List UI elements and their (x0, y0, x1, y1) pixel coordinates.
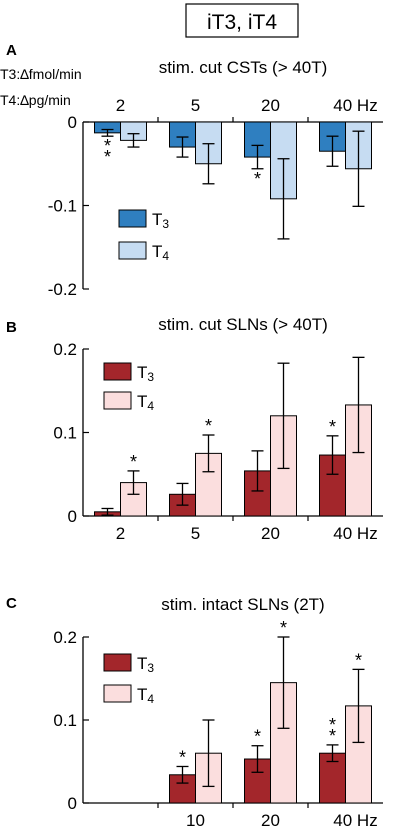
significance-marker: * (130, 452, 137, 472)
legend-label-t4: T4 (137, 392, 154, 413)
y-tick-label: 0.2 (53, 628, 77, 647)
y-tick-label: -0.1 (48, 197, 77, 216)
category-label: 40 Hz (333, 524, 377, 543)
y-tick-label: -0.2 (48, 280, 77, 299)
significance-marker: * (329, 715, 336, 735)
category-label: 5 (191, 524, 200, 543)
y-tick-label: 0.1 (53, 424, 77, 443)
significance-marker: * (280, 618, 287, 638)
significance-marker: * (329, 417, 336, 437)
legend-swatch-t3 (103, 362, 132, 381)
category-label: 40 Hz (333, 96, 377, 115)
significance-marker: * (104, 147, 111, 167)
panel-letter-b: B (6, 319, 17, 336)
figure-title: iT3, iT4 (207, 11, 277, 34)
legend-swatch-t4 (118, 241, 147, 260)
category-label: 2 (116, 524, 125, 543)
units-note-t3: T3:∆fmol/min (0, 66, 82, 82)
y-tick-label: 0 (68, 113, 77, 132)
significance-marker: * (355, 650, 362, 670)
legend-swatch-t4 (103, 684, 132, 703)
category-label: 40 Hz (333, 811, 377, 830)
significance-marker: * (205, 416, 212, 436)
bar-t3 (319, 752, 346, 804)
y-tick-label: 0.2 (53, 340, 77, 359)
significance-marker: * (329, 726, 336, 746)
panel-title: stim. cut SLNs (> 40T) (158, 315, 328, 334)
category-label: 20 (261, 96, 280, 115)
legend-swatch-t3 (103, 653, 132, 672)
legend-label-t4: T4 (152, 242, 169, 263)
panel-letter-c: C (6, 595, 17, 612)
category-label: 20 (261, 811, 280, 830)
legend-label-t3: T3 (137, 363, 154, 384)
legend-swatch-t4 (103, 391, 132, 410)
significance-marker: * (254, 169, 261, 189)
panel-title: stim. cut CSTs (> 40T) (159, 58, 328, 77)
legend-swatch-t3 (118, 209, 147, 228)
category-label: 20 (261, 524, 280, 543)
y-tick-label: 0.1 (53, 711, 77, 730)
legend-label-t4: T4 (137, 685, 154, 706)
y-tick-label: 0 (68, 794, 77, 813)
category-label: 2 (116, 96, 125, 115)
significance-marker: * (179, 747, 186, 767)
category-label: 5 (191, 96, 200, 115)
units-note-t4: T4:∆pg/min (0, 92, 71, 108)
title-box (185, 3, 299, 38)
legend-label-t3: T3 (137, 654, 154, 675)
category-label: 10 (186, 811, 205, 830)
y-tick-label: 0 (68, 507, 77, 526)
significance-marker: * (104, 136, 111, 156)
panel-title: stim. intact SLNs (2T) (161, 595, 324, 614)
legend-label-t3: T3 (152, 210, 169, 231)
significance-marker: * (254, 727, 261, 747)
panel-letter-a: A (6, 42, 17, 59)
